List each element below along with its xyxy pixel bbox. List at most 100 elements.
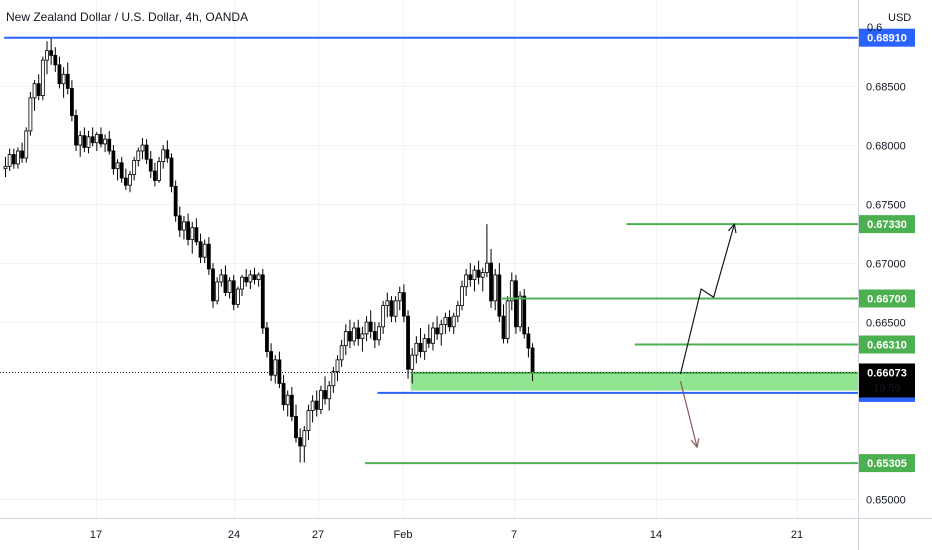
candle-body <box>169 157 174 187</box>
candle-body <box>40 59 45 96</box>
candle-body <box>152 170 157 181</box>
candle-body <box>314 400 319 410</box>
candle-body <box>24 130 29 159</box>
candle-body <box>78 135 83 146</box>
projection-up-arrow-head <box>727 222 737 234</box>
candle-body <box>327 385 332 400</box>
time-axis[interactable]: 17 24 27 Feb 7 14 21 <box>90 529 803 541</box>
level-label-0.66310: 0.66310 <box>867 340 907 352</box>
candle-body <box>90 136 95 144</box>
candle-body <box>248 274 253 283</box>
candle-body <box>397 292 402 302</box>
candle-body <box>202 243 207 258</box>
candle-body <box>65 73 70 89</box>
candle-body <box>455 305 460 317</box>
candle-body <box>235 288 240 305</box>
candle-body <box>493 274 498 302</box>
level-label-bg <box>859 289 915 308</box>
candle-body <box>343 331 348 347</box>
candle-body <box>385 300 390 306</box>
candle-body <box>244 276 249 283</box>
candle-body <box>439 324 444 335</box>
candle-body <box>331 371 336 387</box>
candle-body <box>227 280 232 293</box>
candle-body <box>460 286 464 306</box>
candle-body <box>177 215 182 231</box>
price-axis[interactable]: 0.68500 0.68000 0.67500 0.67000 0.66500 0.650… <box>866 82 906 507</box>
candle-body <box>49 50 54 56</box>
current-price-label-bg <box>859 363 915 398</box>
candle-body <box>435 327 440 335</box>
time-tick-label: 14 <box>650 529 662 541</box>
candle-body <box>368 321 373 332</box>
chart-title: New Zealand Dollar / U.S. Dollar, 4h, OA… <box>6 10 248 24</box>
candle-body <box>372 331 377 341</box>
candle-body <box>393 300 398 317</box>
price-levels[interactable] <box>4 36 858 465</box>
level-label-0.66700: 0.66700 <box>867 293 907 305</box>
candle-body <box>468 274 473 281</box>
candle-body <box>522 295 527 335</box>
candle-body <box>269 351 274 376</box>
price-axis-labels: 0.689100.673300.667000.663100.660700.659… <box>859 28 915 473</box>
projection-down-arrow <box>679 380 698 448</box>
candle-body <box>302 430 307 447</box>
price-tick-label: 0.65000 <box>866 495 906 507</box>
candle-body <box>53 55 58 66</box>
candle-body <box>99 134 103 145</box>
level-label-bg <box>859 454 915 473</box>
candlestick-series <box>3 37 535 463</box>
price-tick-label: 0.67500 <box>866 200 906 212</box>
candle-body <box>190 227 195 240</box>
candle-body <box>74 115 78 146</box>
candle-body <box>294 416 298 439</box>
candle-body <box>310 400 315 411</box>
time-tick-label: Feb <box>394 529 413 541</box>
current-price-label: 0.66073 <box>867 367 907 379</box>
candle-body <box>256 274 261 281</box>
candle-body <box>389 300 394 317</box>
candle-body <box>484 262 489 273</box>
candle-body <box>11 154 16 165</box>
candle-body <box>231 280 236 305</box>
candle-body <box>57 64 62 85</box>
candle-body <box>32 83 37 99</box>
candle-body <box>289 394 294 417</box>
time-tick-label: 27 <box>312 529 324 541</box>
projection-up-arrow <box>679 223 735 375</box>
candle-body <box>356 327 361 340</box>
level-label-bg <box>859 335 915 354</box>
candle-body <box>464 274 469 288</box>
level-label-bg <box>859 215 915 234</box>
time-tick-label: 24 <box>228 529 240 541</box>
candle-body <box>157 161 161 181</box>
candle-body <box>161 149 166 163</box>
candle-body <box>489 262 493 302</box>
candle-body <box>182 221 186 231</box>
candle-body <box>82 135 87 148</box>
price-tick-label: 0.66500 <box>866 318 906 330</box>
candle-body <box>111 150 116 170</box>
currency-label: USD <box>888 12 911 24</box>
candle-body <box>144 144 149 160</box>
candle-body <box>480 272 485 278</box>
candle-body <box>70 88 74 116</box>
candle-body <box>86 136 91 148</box>
candle-body <box>20 150 25 159</box>
price-tick-label: 0.67000 <box>866 259 906 271</box>
candle-body <box>107 138 112 152</box>
candle-body <box>414 342 419 356</box>
candle-body <box>3 165 8 170</box>
candle-body <box>119 162 124 179</box>
candle-body <box>472 269 477 281</box>
candle-body <box>285 394 290 406</box>
level-label-0.65305: 0.65305 <box>867 458 907 470</box>
candle-body <box>514 280 518 328</box>
level-label-0.68910: 0.68910 <box>867 33 907 45</box>
candle-body <box>364 321 369 335</box>
candle-body <box>431 327 435 344</box>
candle-body <box>518 295 522 328</box>
candle-body <box>215 281 220 302</box>
candle-body <box>223 274 228 293</box>
